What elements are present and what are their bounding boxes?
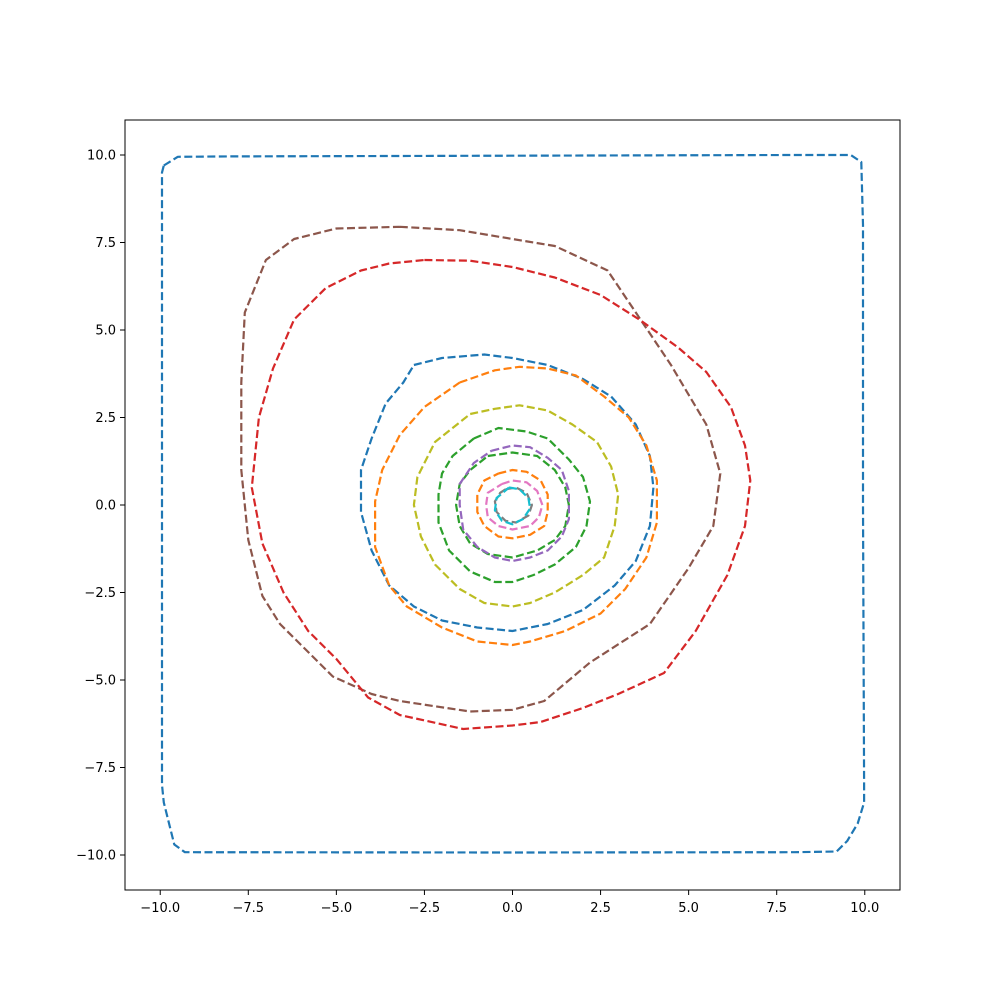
x-axis: −10.0 −7.5 −5.0 −2.5 0.0 2.5 5.0 7.5 10.0	[140, 890, 879, 916]
contour-line-9	[458, 444, 571, 563]
x-tick-label: −5.0	[321, 901, 353, 916]
x-tick-label: 7.5	[766, 901, 787, 916]
contour-line-5	[374, 365, 659, 647]
contour-line-7	[437, 426, 592, 584]
x-tick-label: 2.5	[590, 901, 611, 916]
x-tick-label: 0.0	[502, 901, 523, 916]
x-tick-label: −7.5	[233, 901, 265, 916]
contour-line-10	[476, 468, 549, 540]
x-tick-label: −10.0	[140, 901, 180, 916]
contour-line-11	[485, 479, 544, 531]
contour-line-1	[160, 153, 866, 854]
y-tick-label: −10.0	[76, 849, 116, 864]
contour-line-13	[493, 486, 532, 526]
y-tick-label: −2.5	[84, 586, 116, 601]
y-axis: −10.0 −7.5 −5.0 −2.5 0.0 2.5 5.0 7.5 10.0	[76, 149, 125, 864]
contour-line-2	[240, 225, 722, 713]
y-tick-label: 7.5	[95, 236, 116, 251]
y-tick-label: 0.0	[95, 499, 116, 514]
x-tick-label: −2.5	[409, 901, 441, 916]
x-tick-label: 10.0	[850, 901, 879, 916]
y-tick-label: −5.0	[84, 674, 116, 689]
contour-line-6	[412, 404, 620, 608]
y-tick-label: 10.0	[87, 149, 116, 164]
contour-line-3	[250, 258, 752, 731]
x-tick-label: 5.0	[678, 901, 699, 916]
contour-line-8	[455, 451, 571, 559]
y-tick-label: −7.5	[84, 761, 116, 776]
contour-line-4	[359, 353, 655, 633]
plot-lines	[160, 153, 866, 854]
y-tick-label: 2.5	[95, 411, 116, 426]
y-tick-label: 5.0	[95, 324, 116, 339]
